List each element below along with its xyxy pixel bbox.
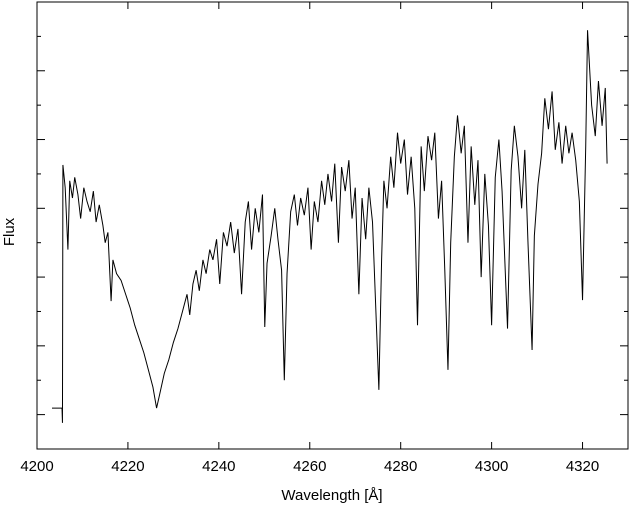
x-tick-label: 4320	[566, 458, 599, 475]
x-tick-label: 4280	[384, 458, 417, 475]
x-axis-label: Wavelength [Å]	[281, 487, 382, 504]
spectrum-line	[52, 30, 608, 423]
x-tick-label: 4200	[20, 458, 53, 475]
x-tick-label: 4240	[202, 458, 235, 475]
x-tick-label: 4260	[293, 458, 326, 475]
y-axis-label: Flux	[1, 217, 18, 246]
x-tick-label: 4220	[111, 458, 144, 475]
plot-frame	[36, 1, 629, 450]
x-tick-label: 4300	[475, 458, 508, 475]
